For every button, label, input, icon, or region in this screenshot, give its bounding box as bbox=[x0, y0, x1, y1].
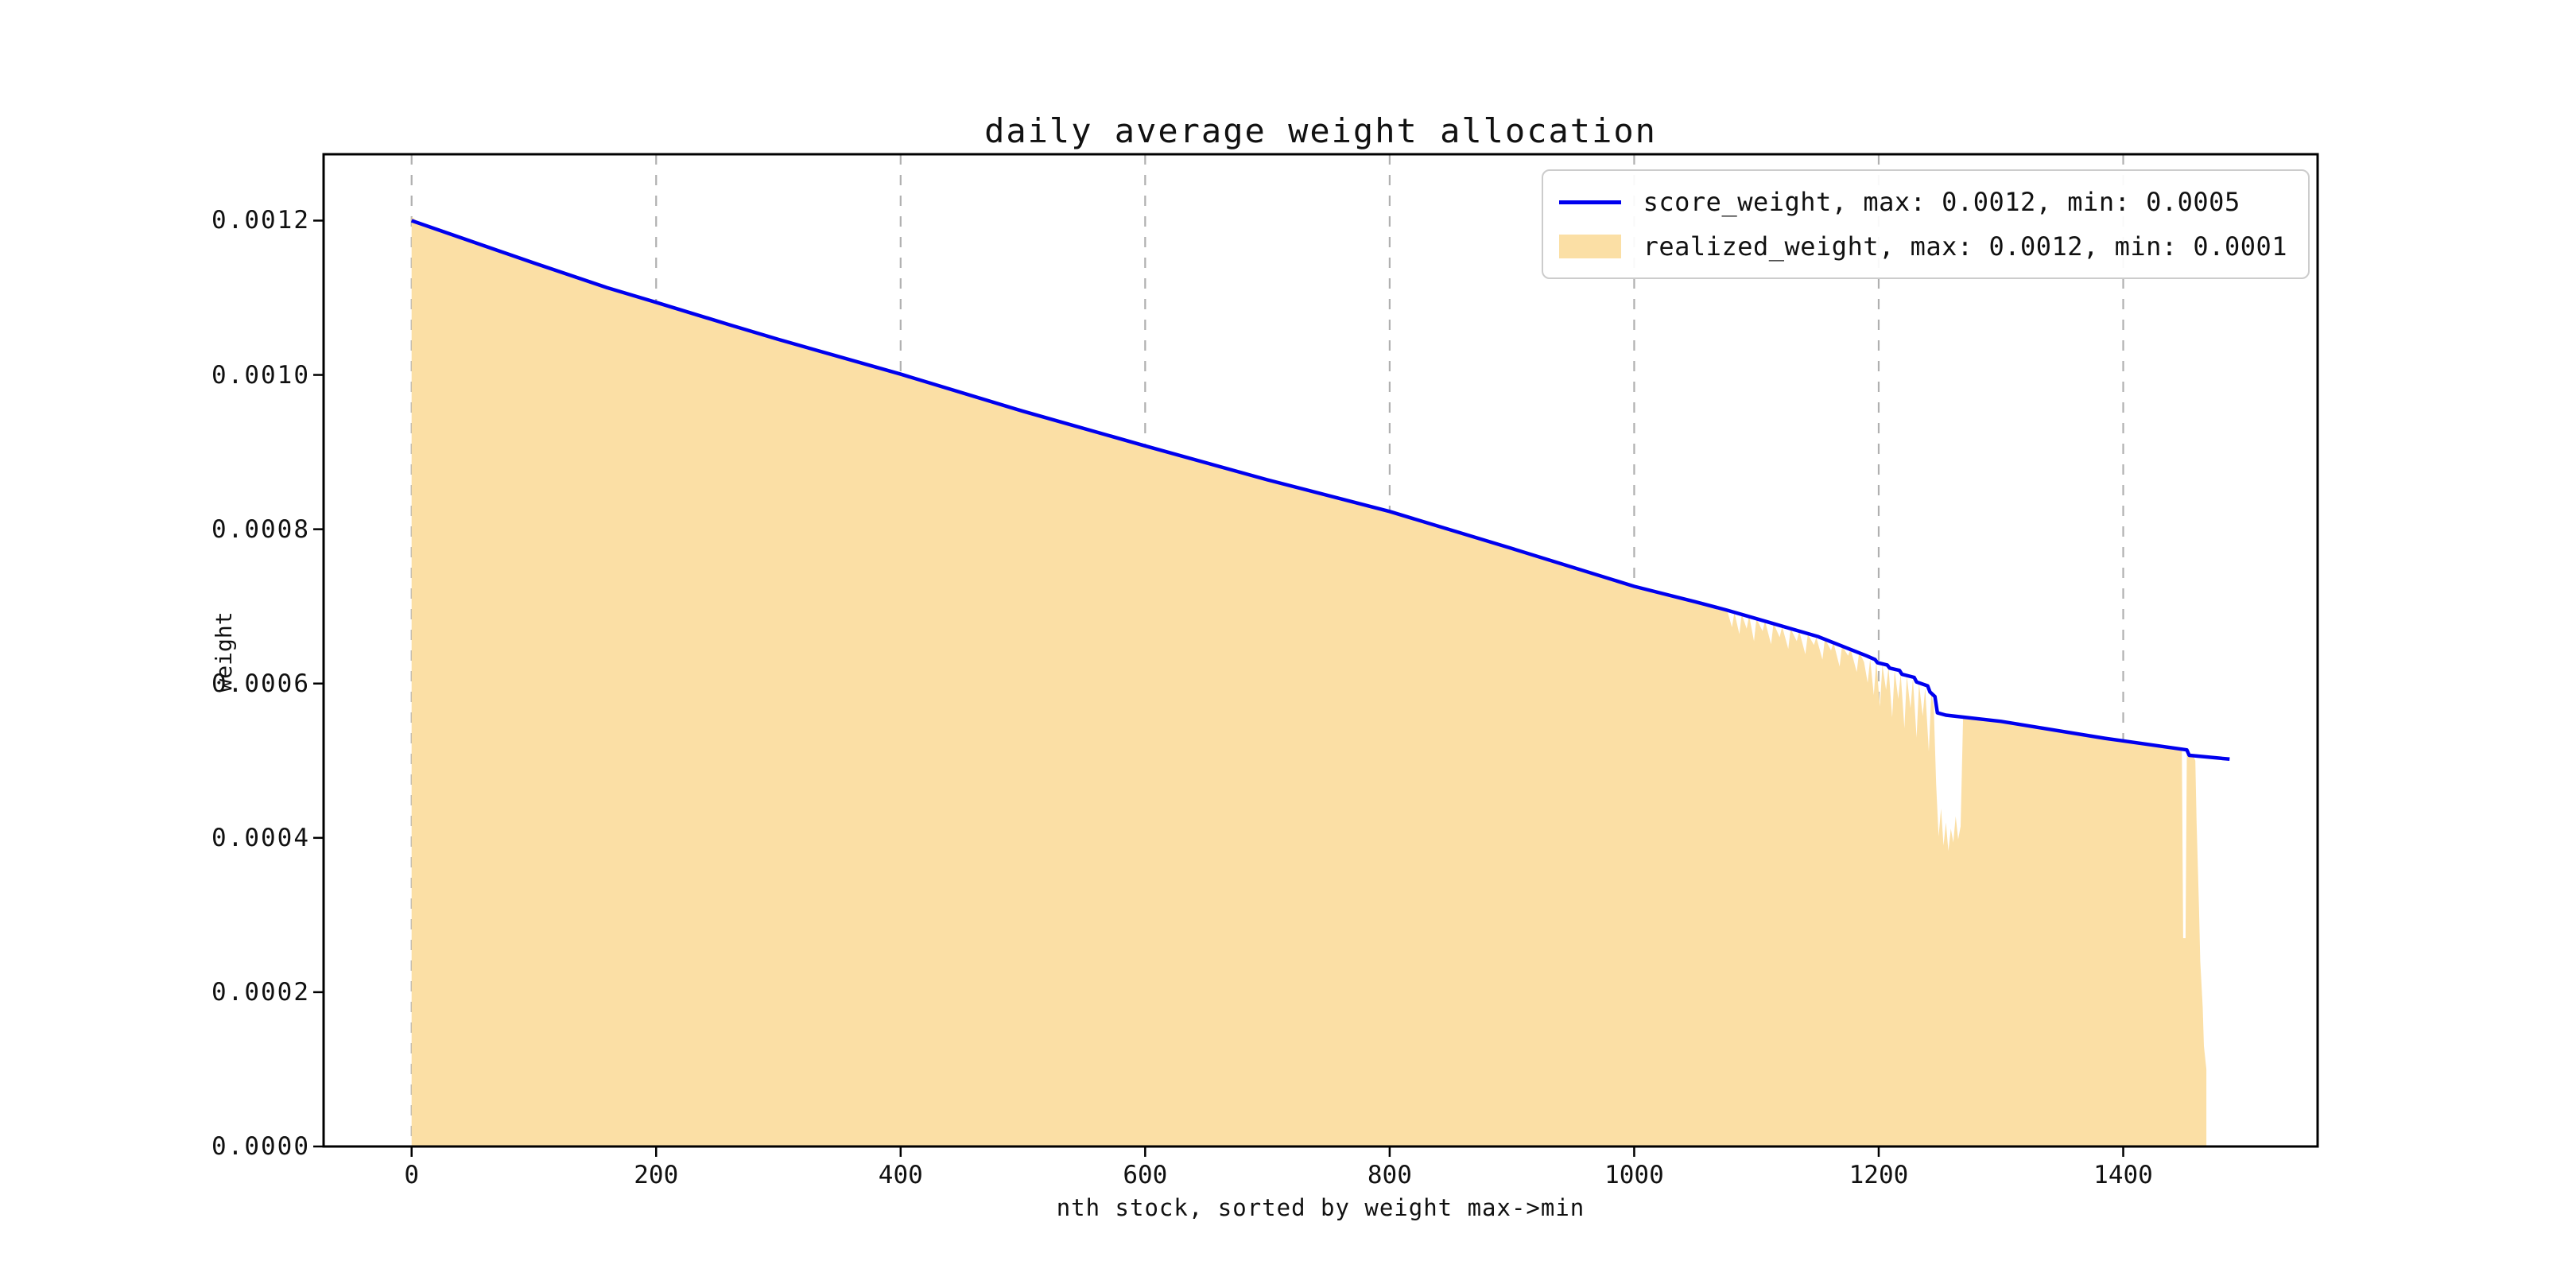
y-tick-label: 0.0004 bbox=[211, 823, 310, 852]
y-tick-label: 0.0000 bbox=[211, 1132, 310, 1161]
y-tick-label: 0.0008 bbox=[211, 514, 310, 544]
y-tick-label: 0.0002 bbox=[211, 977, 310, 1007]
line-score-weight bbox=[410, 219, 2230, 762]
chart-title: daily average weight allocation bbox=[984, 111, 1657, 150]
area-realized-weight bbox=[411, 216, 2207, 1147]
x-axis-label: nth stock, sorted by weight max->min bbox=[1056, 1194, 1585, 1221]
y-tick-label: 0.0010 bbox=[211, 360, 310, 390]
x-tick-label: 600 bbox=[1123, 1161, 1168, 1189]
x-tick-label: 1200 bbox=[1849, 1161, 1909, 1189]
legend-label: score_weight, max: 0.0012, min: 0.0005 bbox=[1643, 187, 2240, 217]
x-tick-label: 200 bbox=[634, 1161, 679, 1189]
legend-label: realized_weight, max: 0.0012, min: 0.000… bbox=[1643, 231, 2287, 262]
legend-line-sample bbox=[1558, 200, 1621, 204]
y-tick-label: 0.0006 bbox=[211, 669, 310, 698]
y-tick-label: 0.0012 bbox=[211, 206, 310, 235]
legend-patch-sample bbox=[1558, 235, 1621, 258]
plot-border bbox=[322, 153, 2319, 1148]
x-tick-label: 400 bbox=[878, 1161, 923, 1189]
legend-entry-score-weight: score_weight, max: 0.0012, min: 0.0005 bbox=[1558, 184, 2287, 220]
x-tick-label: 0 bbox=[404, 1161, 420, 1189]
y-axis-label: weight bbox=[211, 611, 237, 692]
legend-entry-realized-weight: realized_weight, max: 0.0012, min: 0.000… bbox=[1558, 228, 2287, 265]
legend: score_weight, max: 0.0012, min: 0.0005 r… bbox=[1541, 169, 2310, 279]
x-tick-label: 1000 bbox=[1604, 1161, 1664, 1189]
x-tick-label: 800 bbox=[1367, 1161, 1412, 1189]
x-tick-label: 1400 bbox=[2093, 1161, 2153, 1189]
